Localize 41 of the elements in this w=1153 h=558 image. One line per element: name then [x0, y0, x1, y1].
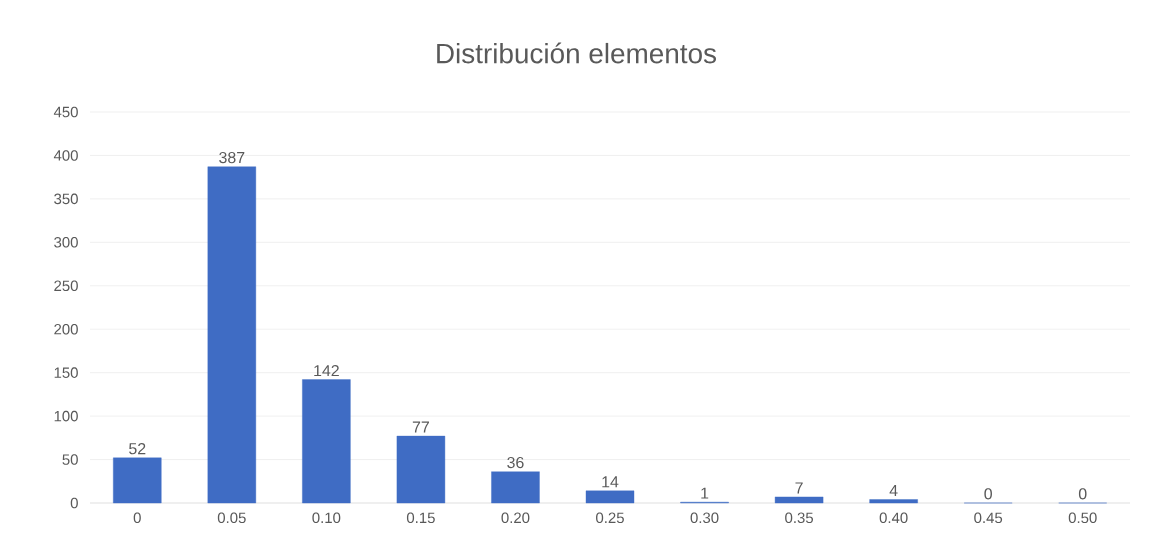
data-label: 142	[314, 364, 339, 377]
y-tick-label: 150	[54, 367, 78, 378]
data-label: 0	[1078, 488, 1087, 500]
bar	[774, 496, 824, 504]
chart-title: Distribución elementos	[437, 42, 717, 64]
bar	[302, 379, 351, 504]
data-label: 36	[507, 456, 524, 469]
bar	[869, 499, 918, 504]
x-tick-label: 0.50	[1068, 512, 1097, 524]
y-tick-label: 400	[53, 150, 78, 161]
x-tick-label: 0.35	[785, 512, 814, 524]
x-tick-label: 0.20	[501, 512, 530, 524]
data-label: 1	[701, 487, 709, 499]
data-label: 14	[602, 476, 619, 488]
x-tick-label: 0.45	[974, 512, 1003, 524]
x-tick-label: 0.10	[312, 512, 341, 524]
bar	[113, 457, 162, 504]
data-label: 0	[984, 488, 992, 500]
x-tick-label: 0	[133, 512, 141, 524]
bar	[396, 435, 446, 504]
data-label: 52	[129, 443, 146, 455]
x-tick-label: 0.30	[690, 512, 719, 524]
y-tick-label: 350	[54, 193, 78, 205]
y-tick-label: 250	[54, 280, 78, 292]
bar	[491, 471, 540, 504]
bar	[207, 166, 257, 504]
data-label: 387	[219, 151, 245, 164]
data-label: 77	[412, 421, 429, 433]
x-tick-label: 0.40	[879, 512, 908, 524]
data-label: 7	[795, 482, 803, 494]
data-label: 4	[889, 485, 898, 496]
x-tick-label: 0.15	[406, 512, 435, 524]
y-tick-label: 200	[54, 323, 78, 335]
y-tick-label: 100	[54, 410, 78, 422]
y-tick-label: 450	[53, 106, 78, 118]
y-tick-label: 50	[62, 454, 78, 465]
bar	[585, 490, 635, 504]
x-tick-label: 0.05	[217, 512, 246, 524]
y-tick-label: 300	[54, 237, 78, 248]
x-tick-label: 0.25	[596, 512, 624, 524]
y-tick-label: 0	[70, 497, 78, 509]
